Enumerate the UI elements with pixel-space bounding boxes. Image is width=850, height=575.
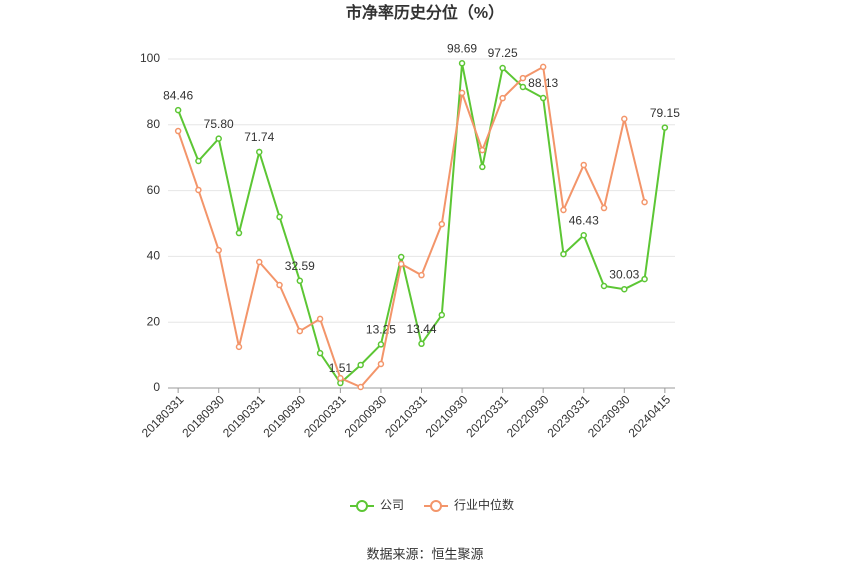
y-tick-label: 100 bbox=[140, 51, 160, 65]
point bbox=[337, 374, 344, 382]
point bbox=[235, 343, 243, 351]
chart-title: 市净率历史分位（%） bbox=[346, 3, 504, 22]
x-tick-label: 20190930 bbox=[261, 392, 309, 440]
point bbox=[418, 271, 425, 279]
point bbox=[641, 275, 648, 283]
point bbox=[519, 74, 527, 82]
point bbox=[438, 311, 446, 319]
y-tick-label: 80 bbox=[147, 117, 161, 131]
point bbox=[316, 315, 324, 323]
point bbox=[458, 60, 466, 67]
point bbox=[256, 148, 263, 156]
x-tick-label: 20180930 bbox=[179, 392, 227, 440]
value-label: 32.59 bbox=[285, 259, 315, 273]
value-label: 98.69 bbox=[447, 41, 477, 55]
point bbox=[195, 157, 202, 165]
value-label: 75.80 bbox=[204, 117, 234, 131]
point bbox=[357, 383, 364, 391]
point bbox=[357, 361, 364, 369]
x-tick-label: 20230930 bbox=[585, 392, 633, 440]
x-tick-label: 20210331 bbox=[382, 392, 430, 440]
point bbox=[397, 260, 405, 268]
point bbox=[316, 349, 324, 357]
point bbox=[661, 124, 669, 131]
value-label: 13.44 bbox=[406, 322, 436, 336]
point bbox=[174, 127, 182, 135]
y-tick-label: 0 bbox=[153, 380, 160, 394]
point bbox=[438, 220, 446, 228]
point bbox=[479, 163, 486, 171]
value-label: 30.03 bbox=[609, 267, 639, 281]
point bbox=[560, 206, 567, 214]
legend-marker bbox=[356, 500, 368, 512]
point bbox=[479, 146, 486, 154]
point bbox=[276, 213, 283, 221]
point bbox=[296, 327, 304, 335]
y-tick-label: 60 bbox=[147, 183, 161, 197]
value-label: 84.46 bbox=[163, 88, 193, 102]
value-label: 1.51 bbox=[329, 361, 353, 375]
point bbox=[560, 250, 567, 258]
point bbox=[235, 229, 243, 237]
point bbox=[499, 64, 506, 72]
value-label: 13.25 bbox=[366, 323, 396, 337]
point bbox=[215, 246, 222, 254]
value-label: 88.13 bbox=[528, 76, 558, 90]
point bbox=[276, 281, 283, 289]
value-label: 97.25 bbox=[488, 46, 518, 60]
point bbox=[600, 204, 608, 212]
point bbox=[296, 277, 304, 285]
point bbox=[195, 186, 202, 194]
x-tick-label: 20200331 bbox=[301, 392, 349, 440]
x-tick-label: 20180331 bbox=[139, 392, 187, 440]
value-label: 79.15 bbox=[650, 106, 680, 120]
point bbox=[499, 94, 506, 102]
point bbox=[600, 282, 608, 290]
legend-marker bbox=[430, 500, 443, 512]
legend-label: 公司 bbox=[380, 498, 404, 512]
point bbox=[215, 135, 222, 142]
point bbox=[377, 360, 385, 368]
point bbox=[539, 63, 547, 71]
point bbox=[519, 83, 527, 91]
point bbox=[621, 285, 628, 293]
series-line bbox=[177, 65, 646, 389]
value-label: 46.43 bbox=[569, 213, 599, 227]
x-tick-label: 20200930 bbox=[342, 392, 390, 440]
legend-label: 行业中位数 bbox=[454, 497, 514, 512]
point bbox=[580, 161, 587, 169]
x-tick-label: 20220930 bbox=[504, 392, 552, 440]
x-tick-label: 20230331 bbox=[544, 392, 592, 440]
point bbox=[539, 94, 547, 102]
point bbox=[458, 89, 466, 97]
y-tick-label: 20 bbox=[147, 314, 161, 328]
point bbox=[377, 341, 385, 348]
point bbox=[174, 106, 182, 114]
point bbox=[256, 258, 263, 266]
x-tick-label: 20240415 bbox=[626, 392, 674, 440]
source: 数据来源：恒生聚源 bbox=[366, 546, 483, 561]
x-tick-label: 20210930 bbox=[423, 392, 471, 440]
x-tick-label: 20220331 bbox=[463, 392, 511, 440]
value-label: 71.74 bbox=[244, 130, 274, 144]
x-tick-label: 20190331 bbox=[220, 392, 268, 440]
point bbox=[397, 253, 405, 261]
point bbox=[418, 340, 425, 348]
point bbox=[580, 231, 587, 239]
point bbox=[621, 115, 628, 123]
point bbox=[641, 198, 648, 206]
y-tick-label: 40 bbox=[147, 249, 161, 263]
